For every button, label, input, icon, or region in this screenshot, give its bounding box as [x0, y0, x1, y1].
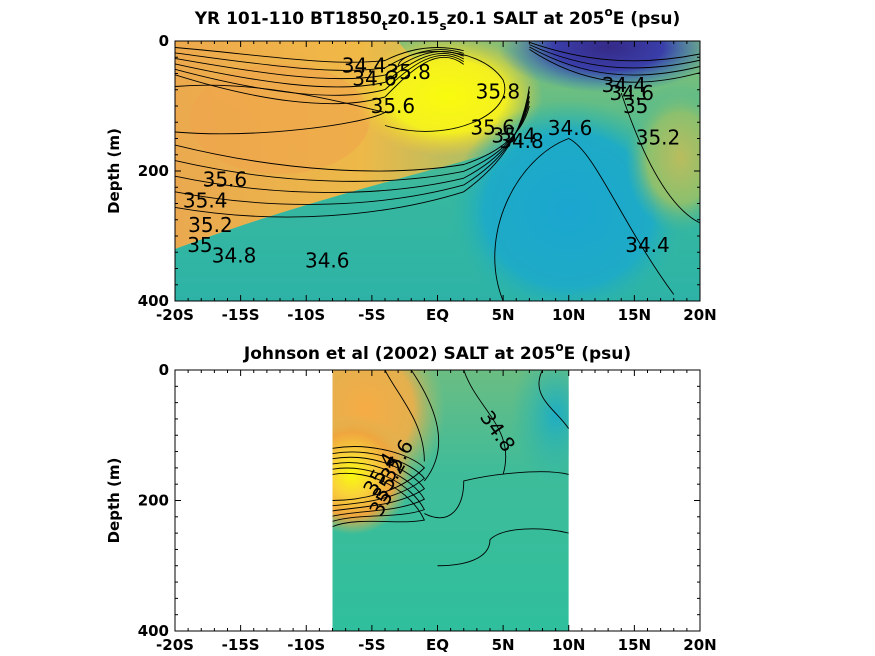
contour-label: 34.6	[305, 249, 350, 273]
contour-label: 34.6	[609, 81, 654, 105]
orange-core	[190, 64, 370, 174]
x-tick-label: -10S	[287, 636, 325, 654]
y-tick-label: 0	[159, 361, 169, 379]
x-tick-label: -5S	[358, 306, 385, 324]
contour-label: 34.4	[342, 54, 387, 78]
contour-label: 34.4	[625, 233, 670, 257]
contour-label: 35.6	[203, 167, 248, 191]
contour	[175, 49, 464, 71]
contour	[529, 44, 700, 69]
contour-label: 35.2	[188, 213, 233, 237]
contour-label: 34.6	[548, 116, 593, 140]
y-axis-label: Depth (m)	[105, 458, 123, 544]
contour	[332, 472, 426, 528]
contour	[410, 370, 440, 482]
axes-2: -20S -15S -10S -5S EQ 5N 10N 15N 20N 0 200 400 Depth…	[105, 340, 717, 654]
contour	[332, 462, 426, 517]
x-tick-label: 10N	[552, 306, 585, 324]
contour-label: 34.8	[212, 243, 257, 267]
contour	[175, 84, 387, 135]
cyan-core	[510, 370, 569, 486]
contour-label: 35.8	[386, 60, 431, 84]
contour	[384, 51, 506, 132]
east-warm	[625, 83, 700, 233]
y-tick-label: 400	[138, 292, 169, 310]
x-tick-label: -10S	[287, 306, 325, 324]
contour	[175, 86, 530, 218]
y-axis-label: Depth (m)	[105, 128, 123, 214]
contour-label: 35.4	[491, 124, 536, 148]
x-tick-label: -15S	[222, 306, 260, 324]
x-tick-label: -15S	[222, 636, 260, 654]
contour	[175, 51, 464, 80]
x-tick-label: 20N	[683, 636, 716, 654]
x-tick-label: 5N	[492, 636, 515, 654]
contour	[529, 46, 700, 76]
contour	[332, 446, 426, 501]
contour	[463, 370, 507, 475]
contour	[494, 138, 675, 301]
chart-title: YR 101-110 BT1850tz0.15sz0.1 SALT at 205…	[194, 5, 680, 33]
axes-1: -20S -15S -10S -5S EQ 5N 10N 15N 20N 0 200 400 Depth…	[105, 5, 717, 324]
contour	[529, 41, 700, 62]
x-tick-label: 10N	[552, 636, 585, 654]
warm-core	[332, 414, 413, 535]
y-tick-label: 0	[159, 32, 169, 50]
x-tick-label: EQ	[426, 306, 449, 324]
panel-1: 34.434.635.835.635.835.635.434.834.634.4…	[105, 5, 717, 324]
contour-lines	[332, 370, 569, 567]
contour	[620, 92, 700, 224]
x-tick-label: 5N	[492, 306, 515, 324]
contour	[175, 53, 464, 88]
x-tick-label: 15N	[618, 306, 651, 324]
contour	[175, 47, 464, 63]
y-tick-label: 200	[138, 492, 169, 510]
contour	[384, 370, 425, 462]
x-tick-label: 20N	[683, 306, 716, 324]
contour-label: 34.4	[602, 73, 647, 97]
contour-label: 35	[623, 94, 648, 118]
salinity-field	[332, 370, 569, 631]
contour-label: 35.2	[636, 126, 681, 150]
y-tick-label: 200	[138, 162, 169, 180]
contour-label: 35.6	[371, 94, 416, 118]
contour-label: 34.8	[499, 129, 544, 153]
contour	[332, 467, 426, 522]
contour-labels: 34.434.635.835.635.835.635.434.834.634.4…	[183, 54, 680, 273]
x-tick-label: -20S	[156, 306, 194, 324]
contour-label: 35	[187, 233, 212, 257]
x-tick-label: 15N	[618, 636, 651, 654]
contour	[538, 370, 569, 429]
x-tick-label: -20S	[156, 636, 194, 654]
contour	[332, 451, 426, 507]
contour	[424, 471, 569, 519]
contour-label: 35.6	[470, 115, 515, 139]
panel-2: 34.835.635.235.435-20S -15S -10S -5S EQ 5N 10N…	[105, 340, 717, 654]
contour-label: 35.4	[183, 189, 228, 213]
contour-lines	[175, 41, 700, 301]
y-tick-label: 400	[138, 622, 169, 640]
salinity-field	[175, 41, 700, 301]
contour	[175, 105, 530, 172]
contour-label: 34.6	[352, 67, 397, 91]
contour	[529, 48, 700, 83]
chart-title: Johnson et al (2002) SALT at 205oE (psu)	[243, 340, 631, 364]
fresh-surface	[498, 41, 700, 93]
contour	[175, 56, 465, 105]
contour-label: 35.8	[476, 80, 521, 104]
contour	[437, 528, 569, 567]
contour	[332, 456, 426, 512]
contour	[175, 54, 464, 96]
x-tick-label: -5S	[358, 636, 385, 654]
x-tick-label: EQ	[426, 636, 449, 654]
